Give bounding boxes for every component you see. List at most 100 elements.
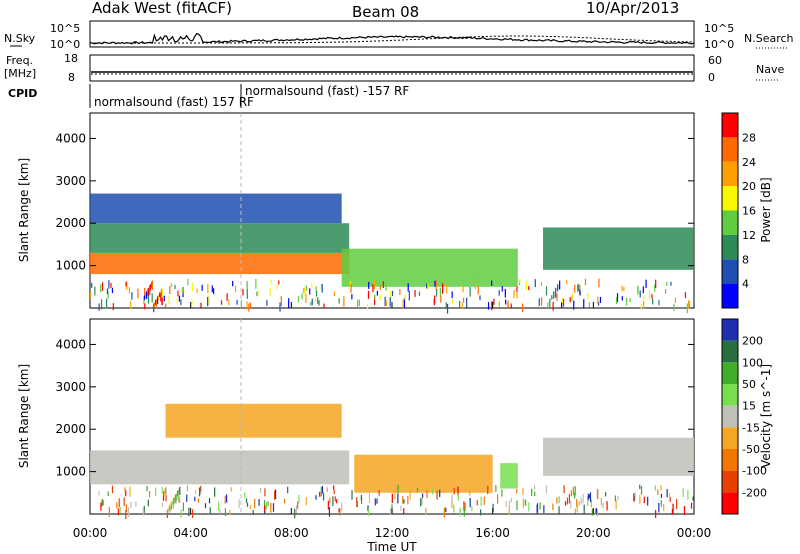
velocity-speckle [356,497,358,507]
power-speckle [338,298,340,304]
velocity-speckle [124,487,126,492]
beam-label: Beam 08 [352,3,419,21]
velocity-speckle [516,500,518,511]
velocity-speckle [174,495,176,502]
velocity-speckle [336,499,338,504]
power-speckle [561,297,564,305]
power-speckle [505,299,507,305]
nsearch-series [90,35,694,44]
power-speckle [180,299,182,306]
velocity-speckle [270,502,272,513]
velocity-speckle [333,485,335,490]
velocity-speckle [264,505,266,513]
velocity-speckle [570,490,572,497]
velocity-colorbar-cell [722,319,738,341]
power-speckle [248,303,250,312]
power-speckle [507,301,509,308]
velocity-speckle [403,499,405,504]
power-speckle [553,291,555,299]
power-speckle [571,295,573,301]
velocity-speckle [182,502,184,512]
velocity-speckle [457,486,459,495]
power-speckle [418,291,421,296]
power-speckle [90,292,92,299]
power-speckle [155,299,157,306]
power-speckle [686,303,688,314]
nsearch-tick-lo: 10^0 [704,38,734,51]
power-speckle [246,289,248,299]
power-speckle [578,283,580,291]
power-speckle [255,278,257,289]
velocity-speckle [676,499,678,509]
velocity-speckle [394,489,396,500]
power-band-2 [90,193,342,224]
velocity-speckle [163,490,165,497]
velocity-speckle [600,497,602,506]
velocity-speckle [378,490,380,496]
power-speckle [220,300,223,305]
velocity-colorbar-cell [722,470,738,493]
power-speckle [301,292,303,300]
power-speckle [147,287,150,298]
velocity-speckle [321,486,324,494]
power-speckle [160,289,163,296]
power-speckle [351,294,353,300]
nsky-strip: N.Sky 10^5 10^0 10^5 10^0 N.Search [4,20,794,51]
velocity-speckle [245,498,248,503]
power-speckle [257,290,259,296]
power-speckle [556,293,558,301]
power-colorbar-cell [722,283,738,308]
velocity-speckle [170,502,172,510]
velocity-speckle [426,489,428,499]
velocity-speckle [200,489,202,495]
power-speckle [643,295,645,301]
x-tick-label: 20:00 [576,526,611,540]
power-speckle [310,301,312,306]
velocity-panel: 1000 2000 3000 4000 Slant Range [km] 200 100… [17,318,773,520]
power-speckle [427,283,429,290]
power-colorbar-tick: 24 [742,156,756,169]
velocity-speckle [397,493,399,504]
velocity-speckle [683,505,686,516]
power-speckle [597,296,599,304]
power-speckle [196,288,198,294]
power-band-0 [90,252,350,275]
velocity-speckle [169,504,171,513]
velocity-speckle [389,508,392,516]
nsearch-tick-hi: 10^5 [704,22,734,35]
velocity-speckle [351,490,353,500]
power-speckle [333,291,336,297]
velocity-colorbar-label: Velocity [m s^-1] [759,364,773,468]
velocity-band-0 [90,450,350,485]
velocity-speckle [582,494,584,504]
velocity-speckle [647,496,649,506]
velocity-colorbar: 200 100 50 15 -15 -50 -100 -200 [721,318,767,515]
power-speckle [584,278,587,286]
velocity-speckle [605,492,607,497]
velocity-speckle [125,504,128,512]
velocity-speckle [272,503,275,512]
velocity-speckle [539,502,541,510]
power-speckle [565,280,568,285]
velocity-colorbar-cell [722,449,738,471]
velocity-speckle [200,485,202,492]
velocity-speckle [432,488,434,495]
power-speckle [98,303,100,311]
nave-tick-hi: 60 [708,54,722,67]
power-speckle [479,295,481,301]
velocity-colorbar-tick: 100 [742,356,763,369]
power-speckle [126,281,128,290]
power-speckle [626,297,628,306]
velocity-speckle [218,501,220,512]
velocity-speckle [226,494,228,503]
power-speckle [157,296,159,305]
velocity-speckle [576,499,578,507]
velocity-speckle [341,502,343,512]
power-speckle [540,281,543,286]
velocity-speckle [492,503,494,512]
power-speckle [510,303,512,308]
power-data [90,193,694,314]
power-speckle [408,290,410,301]
power-speckle [366,303,369,309]
power-speckle [279,302,281,312]
